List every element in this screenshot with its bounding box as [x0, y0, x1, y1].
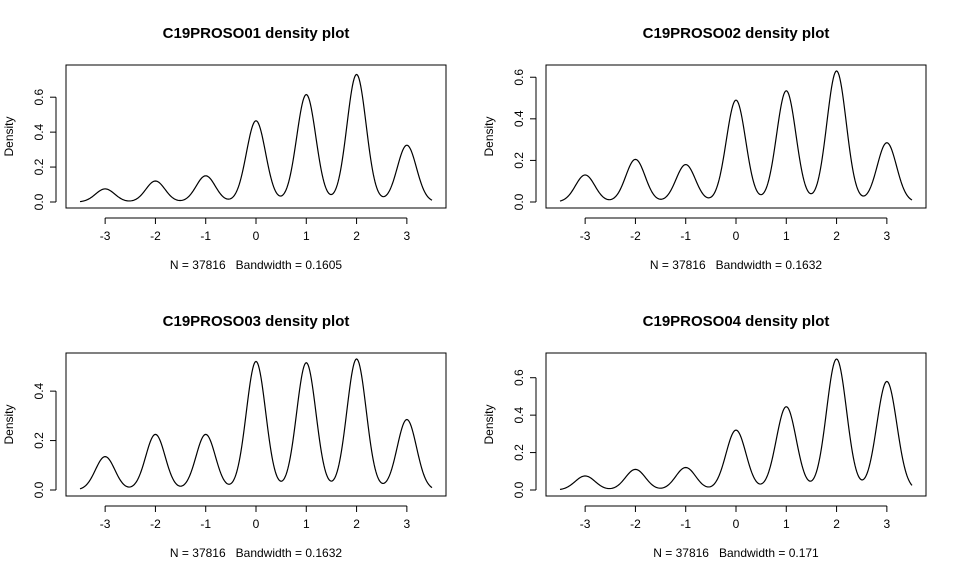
y-axis-label: Density — [482, 404, 496, 444]
density-panel-2: C19PROSO02 density plot -3 -2 -1 0 1 2 3 N = 378… — [482, 25, 927, 272]
chart-title: C19PROSO04 density plot — [643, 313, 830, 330]
density-curve — [79, 358, 433, 490]
x-tick-label: -3 — [100, 229, 111, 243]
y-axis-label: Density — [482, 116, 496, 156]
y-tick-label: 0.4 — [32, 382, 46, 399]
chart-title: C19PROSO03 density plot — [163, 313, 350, 330]
x-tick-label: 3 — [404, 229, 411, 243]
y-tick-label: 0.0 — [32, 193, 46, 210]
x-tick-label: 2 — [833, 229, 840, 243]
x-tick-label: 1 — [783, 229, 790, 243]
plot-frame — [545, 352, 927, 497]
chart-title: C19PROSO02 density plot — [643, 25, 830, 42]
y-tick-label: 0.0 — [32, 481, 46, 498]
y-tick-label: 0.0 — [512, 481, 526, 498]
y-tick-label: 0.6 — [512, 369, 526, 386]
x-axis-label: N = 37816 Bandwidth = 0.1632 — [650, 258, 822, 272]
y-tick-label: 0.6 — [512, 69, 526, 86]
x-tick-label: 0 — [733, 517, 740, 531]
x-tick-label: 0 — [733, 229, 740, 243]
y-tick-label: 0.0 — [512, 193, 526, 210]
y-tick-label: 0.4 — [512, 110, 526, 127]
plot-frame — [545, 64, 927, 209]
x-tick-label: -2 — [630, 517, 641, 531]
x-tick-label: -2 — [150, 229, 161, 243]
plot-frame — [65, 64, 447, 209]
x-axis-label: N = 37816 Bandwidth = 0.1632 — [170, 546, 342, 560]
density-curve — [559, 70, 913, 202]
x-tick-label: 3 — [404, 517, 411, 531]
density-curve — [559, 358, 913, 491]
x-tick-label: 2 — [833, 517, 840, 531]
x-tick-label: 0 — [253, 229, 260, 243]
x-tick-label: -2 — [150, 517, 161, 531]
x-tick-label: -2 — [630, 229, 641, 243]
x-tick-label: -1 — [200, 517, 211, 531]
x-tick-label: 0 — [253, 517, 260, 531]
x-tick-label: -3 — [580, 517, 591, 531]
x-tick-label: 2 — [353, 229, 360, 243]
x-tick-label: -3 — [100, 517, 111, 531]
x-tick-label: 3 — [884, 517, 891, 531]
y-axis-label: Density — [2, 404, 16, 444]
density-panel-4: C19PROSO04 density plot -3 -2 -1 0 1 2 3 N = 378… — [482, 313, 927, 560]
density-panel-1: C19PROSO01 density plot -3 -2 -1 0 1 2 3 N = 378… — [2, 25, 447, 272]
x-tick-label: -3 — [580, 229, 591, 243]
y-tick-label: 0.2 — [512, 152, 526, 169]
x-axis-label: N = 37816 Bandwidth = 0.171 — [653, 546, 819, 560]
x-tick-label: 1 — [303, 229, 310, 243]
x-axis-label: N = 37816 Bandwidth = 0.1605 — [170, 258, 342, 272]
x-tick-label: 1 — [303, 517, 310, 531]
chart-title: C19PROSO01 density plot — [163, 25, 350, 42]
x-tick-label: 2 — [353, 517, 360, 531]
y-tick-label: 0.6 — [32, 89, 46, 106]
plot-frame — [65, 352, 447, 497]
y-tick-label: 0.4 — [512, 406, 526, 423]
y-tick-label: 0.2 — [512, 444, 526, 461]
x-tick-label: -1 — [200, 229, 211, 243]
y-tick-label: 0.4 — [32, 123, 46, 140]
x-tick-label: -1 — [680, 229, 691, 243]
y-tick-label: 0.2 — [32, 432, 46, 449]
x-tick-label: -1 — [680, 517, 691, 531]
y-axis-label: Density — [2, 116, 16, 156]
x-tick-label: 3 — [884, 229, 891, 243]
density-panel-3: C19PROSO03 density plot -3 -2 -1 0 1 2 3 N = 378… — [2, 313, 447, 560]
y-tick-label: 0.2 — [32, 158, 46, 175]
x-tick-label: 1 — [783, 517, 790, 531]
density-curve — [79, 73, 433, 203]
